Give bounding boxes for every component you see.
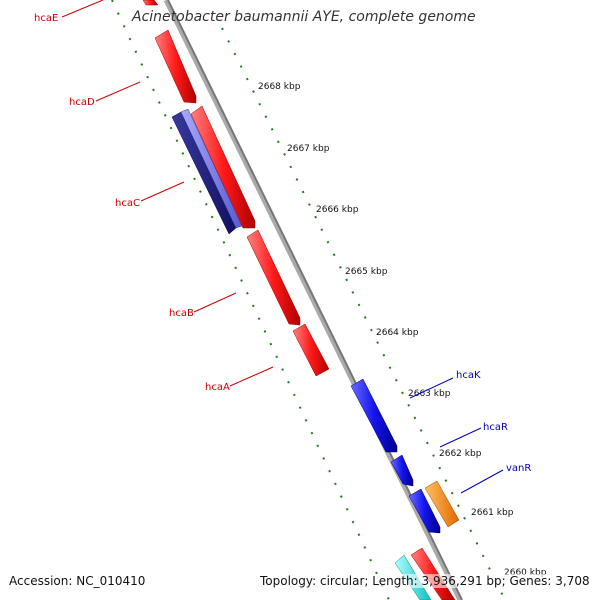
gene-orange-feature[interactable] xyxy=(424,480,460,528)
label-line-hcaA xyxy=(229,366,274,387)
scale-label-2666: 2666 kbp xyxy=(316,205,359,215)
scale-label-2664: 2664 kbp xyxy=(376,328,419,338)
scale-label-2668: 2668 kbp xyxy=(258,82,301,92)
gene-label-hcaR[interactable]: hcaR xyxy=(483,422,508,433)
gene-hcaB-feature[interactable] xyxy=(246,229,301,326)
label-line-hcaD xyxy=(95,81,141,102)
genome-backbone xyxy=(163,0,463,600)
accession-text: Accession: NC_010410 xyxy=(9,574,146,588)
gene-label-hcaA[interactable]: hcaA xyxy=(205,382,230,393)
scale-label-2661: 2661 kbp xyxy=(471,508,514,518)
gene-label-hcaE[interactable]: hcaE xyxy=(34,13,58,24)
label-line-vanR xyxy=(460,469,504,494)
gene-label-hcaD[interactable]: hcaD xyxy=(69,97,95,108)
map-title: Acinetobacter baumannii AYE, complete ge… xyxy=(132,9,476,25)
gene-label-hcaC[interactable]: hcaC xyxy=(115,198,140,209)
gene-vanR-feature[interactable] xyxy=(408,488,441,534)
genome-summary-text: Topology: circular; Length: 3,936,291 bp… xyxy=(260,574,590,588)
gene-label-vanR[interactable]: vanR xyxy=(506,463,531,474)
inner-tick-track xyxy=(111,0,390,600)
gene-hcaK-feature[interactable] xyxy=(350,378,398,453)
scale-label-2667: 2667 kbp xyxy=(287,144,330,154)
gene-hcaA-feature[interactable] xyxy=(292,323,330,377)
gene-lavender-feature[interactable] xyxy=(180,108,243,229)
gene-label-hcaK[interactable]: hcaK xyxy=(456,370,481,381)
scale-label-2663: 2663 kbp xyxy=(408,389,451,399)
outer-tick-track xyxy=(221,27,506,600)
gene-hcaR-feature[interactable] xyxy=(390,454,414,487)
gene-hcaE-feature[interactable] xyxy=(142,0,159,6)
label-line-hcaR xyxy=(439,427,482,448)
label-line-hcaC xyxy=(140,181,185,202)
gene-label-hcaB[interactable]: hcaB xyxy=(169,308,194,319)
scale-label-2662: 2662 kbp xyxy=(439,449,482,459)
gene-hcaD-feature[interactable] xyxy=(154,29,197,104)
scale-label-2660: 2660 kbp xyxy=(504,568,547,578)
label-line-hcaB xyxy=(193,292,237,313)
scale-label-2665: 2665 kbp xyxy=(345,267,388,277)
label-line-hcaE xyxy=(61,0,104,18)
label-line-hcaK xyxy=(409,377,454,399)
